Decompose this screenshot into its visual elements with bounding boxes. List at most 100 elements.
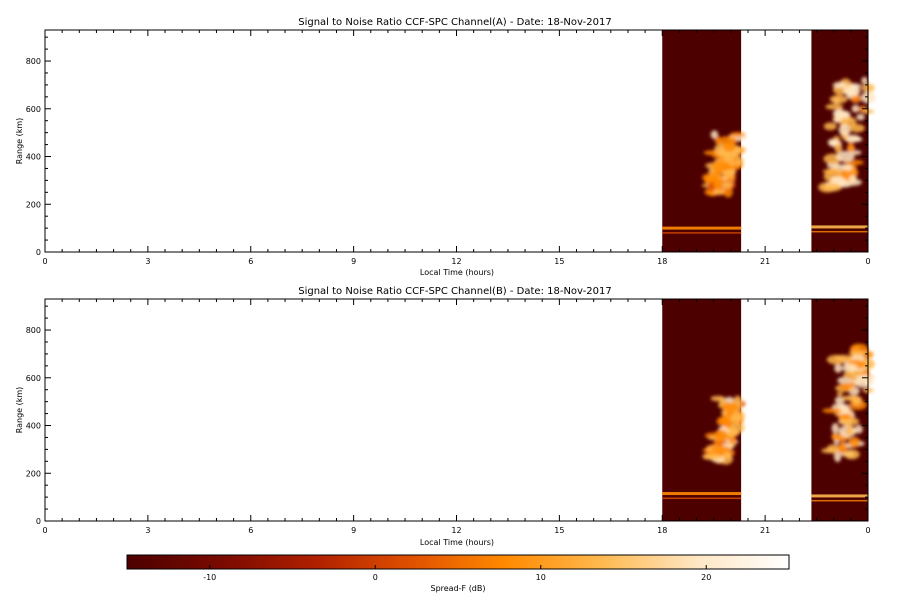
x-tick-label: 15 bbox=[554, 257, 564, 266]
plume-blob bbox=[829, 94, 848, 104]
x-tick-label: 6 bbox=[248, 526, 253, 535]
y-tick-label: 0 bbox=[36, 248, 41, 257]
x-tick-label: 12 bbox=[451, 526, 461, 535]
colorbar-tick-label: -10 bbox=[203, 573, 216, 582]
colorbar-label: Spread-F (dB) bbox=[430, 584, 485, 593]
plume-blob bbox=[848, 174, 857, 184]
x-tick-label: 21 bbox=[760, 526, 770, 535]
plume-blob bbox=[731, 412, 742, 419]
plume-blob bbox=[833, 450, 842, 463]
plume-blob bbox=[729, 132, 746, 137]
echo-layer bbox=[662, 492, 742, 496]
plume-blob bbox=[724, 396, 735, 403]
plume-blob bbox=[825, 103, 844, 110]
plume-blob bbox=[838, 123, 851, 136]
panel-a-ylabel: Range (km) bbox=[15, 118, 24, 165]
plume-blob bbox=[822, 168, 843, 174]
plume-blob bbox=[848, 436, 861, 448]
plume-blob bbox=[723, 451, 732, 459]
plume-blob bbox=[846, 425, 854, 436]
y-tick-label: 600 bbox=[26, 105, 41, 114]
echo-layer bbox=[662, 226, 742, 230]
x-tick-label: 6 bbox=[248, 257, 253, 266]
plume-blob bbox=[822, 408, 842, 414]
colorbar: -10 0 10 20 Spread-F (dB) bbox=[126, 554, 790, 593]
plume-blob bbox=[723, 165, 739, 170]
plume-blob bbox=[844, 449, 860, 460]
y-tick-label: 200 bbox=[26, 469, 41, 478]
plume-blob bbox=[714, 136, 722, 145]
plume-blob bbox=[831, 422, 839, 434]
plume-blob bbox=[721, 181, 733, 190]
spread-f-plume bbox=[818, 76, 876, 193]
plume-blob bbox=[729, 422, 745, 433]
plume-blob bbox=[839, 110, 851, 119]
plume-blob bbox=[850, 150, 862, 155]
spread-f-plume bbox=[701, 130, 747, 198]
plume-blob bbox=[702, 173, 720, 182]
plume-blob bbox=[826, 444, 840, 454]
x-tick-label: 0 bbox=[865, 526, 870, 535]
plume-blob bbox=[843, 370, 858, 379]
spread-f-plume bbox=[702, 395, 746, 465]
colorbar-tick-label: 20 bbox=[701, 573, 711, 582]
x-tick-label: 9 bbox=[351, 257, 356, 266]
plume-blob bbox=[838, 413, 853, 420]
x-tick-label: 12 bbox=[451, 257, 461, 266]
panel-channel-a: Signal to Noise Ratio CCF-SPC Channel(A)… bbox=[15, 17, 876, 277]
plume-blob bbox=[834, 143, 843, 154]
plume-blob bbox=[839, 382, 852, 391]
plume-blob bbox=[838, 403, 850, 415]
y-tick-label: 0 bbox=[36, 517, 41, 526]
plume-blob bbox=[845, 136, 863, 143]
colorbar-tick-label: 0 bbox=[373, 573, 378, 582]
plume-blob bbox=[713, 178, 722, 191]
plume-blob bbox=[856, 113, 865, 121]
plume-blob bbox=[836, 391, 844, 396]
plume-blob bbox=[843, 85, 861, 97]
panel-b-xlabel: Local Time (hours) bbox=[420, 538, 494, 547]
plume-blob bbox=[855, 378, 872, 388]
plume-blob bbox=[831, 433, 841, 441]
plume-blob bbox=[710, 446, 731, 453]
x-tick-label: 0 bbox=[42, 257, 47, 266]
plume-blob bbox=[835, 150, 855, 162]
x-tick-label: 15 bbox=[554, 526, 564, 535]
x-tick-label: 18 bbox=[657, 257, 667, 266]
y-tick-label: 600 bbox=[26, 374, 41, 383]
plume-blob bbox=[721, 402, 739, 412]
panel-a-frame bbox=[44, 29, 869, 253]
spread-f-plume bbox=[821, 343, 876, 463]
plume-blob bbox=[849, 123, 865, 133]
plume-blob bbox=[838, 442, 847, 454]
plume-blob bbox=[822, 183, 842, 192]
plume-blob bbox=[833, 117, 843, 123]
plume-blob bbox=[714, 429, 728, 442]
panel-channel-b: Signal to Noise Ratio CCF-SPC Channel(B)… bbox=[15, 286, 876, 547]
plume-blob bbox=[848, 350, 868, 356]
colorbar-tick-label: 10 bbox=[536, 573, 546, 582]
colorbar-gradient bbox=[126, 554, 790, 570]
panel-a-xlabel: Local Time (hours) bbox=[420, 268, 494, 277]
plume-blob bbox=[832, 81, 847, 89]
echo-layer-secondary bbox=[662, 232, 742, 234]
plume-blob bbox=[711, 160, 731, 172]
plume-blob bbox=[710, 130, 719, 139]
plume-blob bbox=[854, 424, 863, 434]
plume-blob bbox=[842, 363, 858, 373]
x-tick-label: 3 bbox=[145, 257, 150, 266]
plume-blob bbox=[716, 416, 732, 427]
plume-blob bbox=[722, 141, 736, 152]
y-tick-label: 800 bbox=[26, 57, 41, 66]
y-tick-label: 400 bbox=[26, 422, 41, 431]
x-tick-label: 21 bbox=[760, 257, 770, 266]
echo-layer bbox=[811, 494, 868, 498]
echo-layer-secondary bbox=[811, 230, 868, 233]
panel-b-title: Signal to Noise Ratio CCF-SPC Channel(B)… bbox=[298, 286, 612, 297]
plume-blob bbox=[835, 354, 853, 362]
x-tick-label: 0 bbox=[865, 257, 870, 266]
plume-blob bbox=[861, 76, 868, 85]
y-tick-label: 800 bbox=[26, 326, 41, 335]
x-tick-label: 3 bbox=[145, 526, 150, 535]
